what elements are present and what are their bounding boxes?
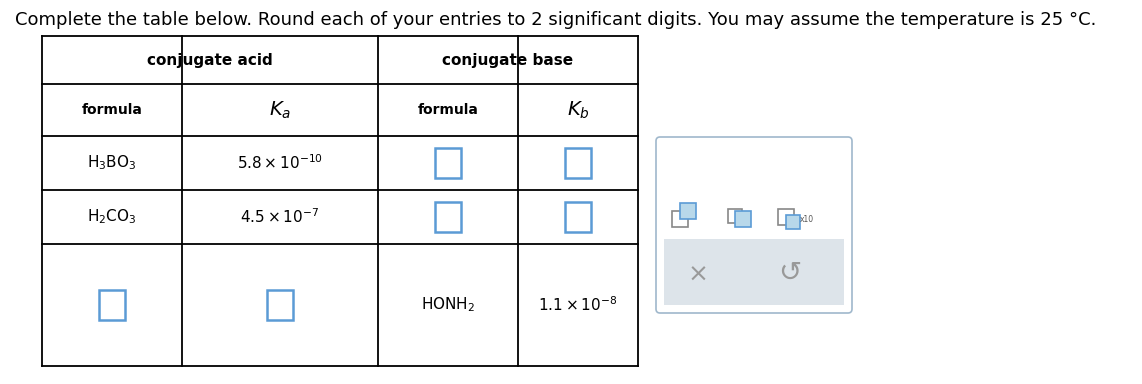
Bar	[435, 148, 461, 178]
Text: Complete the table below. Round each of your entries to 2 significant digits. Yo: Complete the table below. Round each of …	[15, 11, 1096, 29]
Text: formula: formula	[418, 103, 478, 117]
Bar	[565, 148, 592, 178]
Bar	[671, 211, 687, 227]
Text: ×: ×	[687, 263, 708, 287]
Text: $K_a$: $K_a$	[268, 99, 291, 121]
FancyBboxPatch shape	[656, 137, 852, 313]
Bar	[99, 290, 124, 320]
Text: $4.5 \times 10^{-7}$: $4.5 \times 10^{-7}$	[240, 208, 320, 226]
Bar	[727, 209, 742, 223]
Bar	[735, 211, 751, 227]
Text: H$_2$CO$_3$: H$_2$CO$_3$	[87, 208, 137, 226]
Bar	[664, 239, 844, 305]
Bar	[42, 36, 638, 366]
Text: formula: formula	[81, 103, 143, 117]
Bar	[679, 203, 695, 219]
Bar	[435, 202, 461, 232]
Bar	[565, 202, 592, 232]
Bar	[786, 215, 801, 229]
Text: H$_3$BO$_3$: H$_3$BO$_3$	[87, 154, 137, 172]
Text: $K_b$: $K_b$	[566, 99, 589, 121]
Text: ↺: ↺	[779, 259, 802, 287]
Bar	[778, 209, 794, 225]
Bar	[267, 290, 293, 320]
Text: x10: x10	[801, 215, 814, 224]
Text: conjugate base: conjugate base	[442, 53, 573, 68]
Text: HONH$_2$: HONH$_2$	[421, 296, 475, 314]
Text: $5.8 \times 10^{-10}$: $5.8 \times 10^{-10}$	[238, 154, 323, 172]
Text: conjugate acid: conjugate acid	[147, 53, 273, 68]
Text: $1.1 \times 10^{-8}$: $1.1 \times 10^{-8}$	[538, 296, 618, 314]
